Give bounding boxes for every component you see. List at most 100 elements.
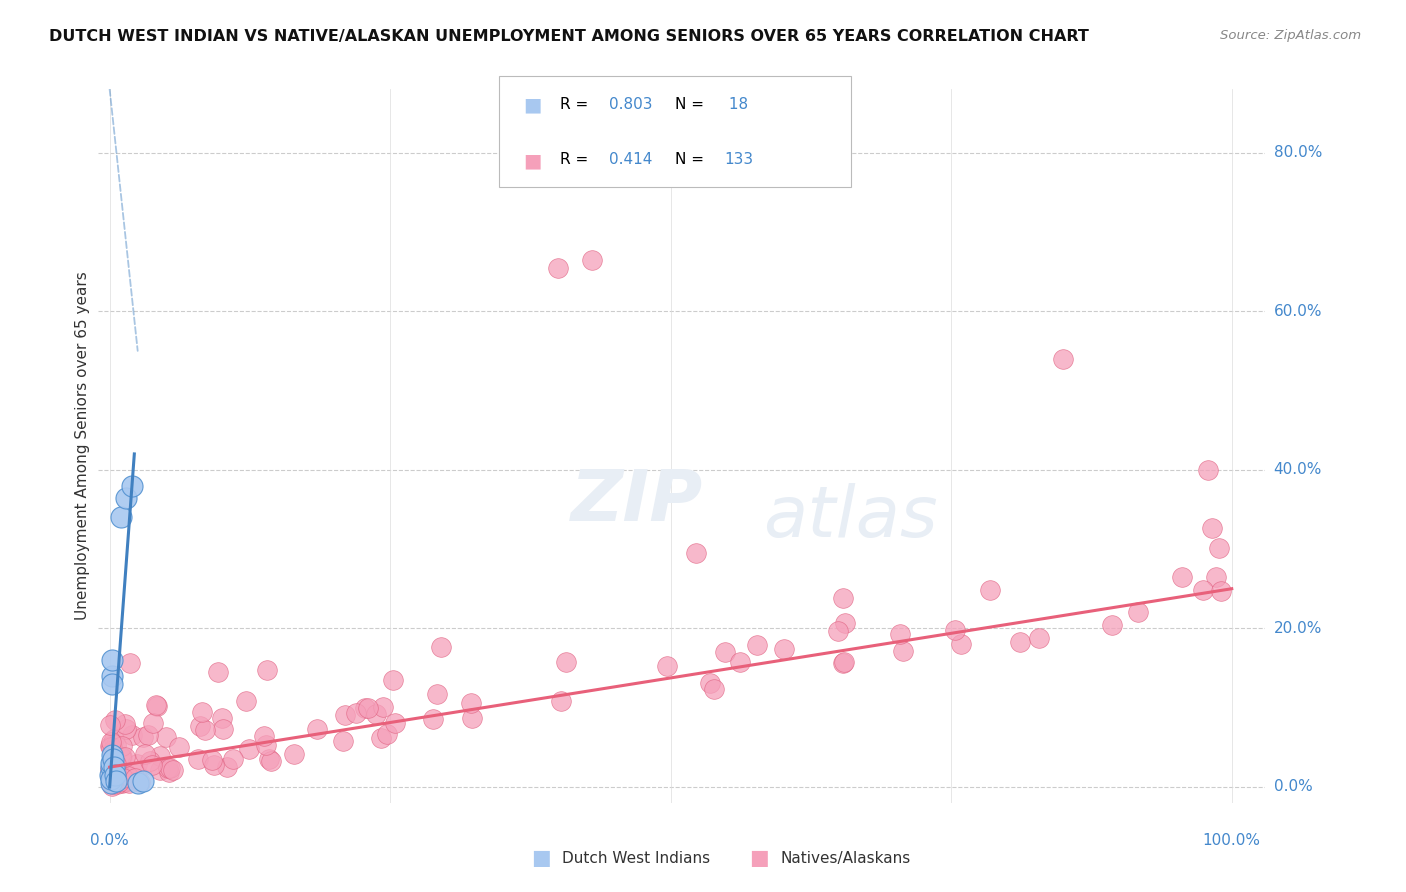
Point [212, 722, 235, 736]
Point [146, 698, 169, 713]
Point [207, 665, 229, 679]
Point [381, 673, 404, 687]
Point [114, 775, 136, 789]
Point [461, 711, 484, 725]
Point [98, 739, 121, 753]
Point [101, 745, 124, 759]
Text: N =: N = [675, 153, 709, 167]
Point [194, 723, 217, 738]
Point [1208, 541, 1230, 555]
Point [373, 700, 395, 714]
Point [260, 754, 283, 768]
Point [1209, 584, 1232, 599]
Point [191, 705, 214, 719]
Point [121, 478, 143, 492]
Point [259, 752, 281, 766]
Text: R =: R = [560, 153, 593, 167]
Point [124, 771, 146, 785]
Point [1028, 631, 1050, 645]
Point [104, 764, 127, 779]
Point [132, 773, 155, 788]
Point [155, 730, 177, 744]
Point [108, 775, 131, 789]
Point [110, 510, 132, 524]
Point [745, 638, 768, 652]
Point [370, 731, 392, 745]
Point [101, 745, 124, 759]
Point [108, 766, 131, 780]
Point [101, 677, 124, 691]
Point [832, 656, 855, 670]
Point [426, 687, 449, 701]
Point [1171, 570, 1194, 584]
Text: ■: ■ [531, 848, 551, 868]
Point [550, 694, 572, 708]
Point [101, 757, 124, 772]
Point [305, 722, 328, 736]
Point [188, 719, 211, 733]
Text: 133: 133 [724, 153, 754, 167]
Point [238, 742, 260, 756]
Point [111, 739, 134, 753]
Point [555, 655, 578, 669]
Point [103, 760, 125, 774]
Point [187, 752, 209, 766]
Point [101, 779, 124, 793]
Point [101, 748, 124, 763]
Point [114, 723, 136, 737]
Point [422, 712, 444, 726]
Text: N =: N = [675, 97, 709, 112]
Point [103, 732, 125, 747]
Point [384, 715, 406, 730]
Point [110, 750, 132, 764]
Point [1128, 605, 1150, 619]
Point [581, 252, 603, 267]
Point [215, 760, 238, 774]
Point [1052, 351, 1074, 366]
Point [100, 772, 122, 786]
Point [111, 776, 134, 790]
Point [834, 616, 856, 631]
Point [235, 694, 257, 708]
Point [256, 663, 278, 677]
Point [111, 771, 134, 785]
Text: 0.0%: 0.0% [1274, 780, 1312, 795]
Point [98, 768, 121, 782]
Point [657, 659, 679, 673]
Point [127, 756, 149, 771]
Text: ■: ■ [523, 95, 541, 115]
Point [1197, 463, 1219, 477]
Point [100, 669, 122, 683]
Text: ■: ■ [749, 848, 769, 868]
Point [1192, 583, 1215, 598]
Point [103, 773, 125, 788]
Point [114, 774, 136, 789]
Text: 0.0%: 0.0% [90, 833, 129, 848]
Point [101, 770, 124, 784]
Point [100, 764, 122, 779]
Point [222, 751, 245, 765]
Point [104, 738, 127, 752]
Point [142, 716, 165, 731]
Point [132, 730, 155, 744]
Point [685, 545, 707, 559]
Point [127, 776, 149, 790]
Point [134, 747, 156, 761]
Point [100, 760, 122, 774]
Text: 20.0%: 20.0% [1274, 621, 1322, 636]
Point [100, 740, 122, 755]
Point [773, 641, 796, 656]
Point [375, 727, 398, 741]
Point [254, 738, 277, 752]
Point [101, 752, 124, 766]
Point [105, 773, 128, 788]
Point [139, 754, 162, 768]
Text: ■: ■ [523, 151, 541, 170]
Point [100, 734, 122, 748]
Point [353, 700, 375, 714]
Text: Dutch West Indians: Dutch West Indians [562, 851, 710, 865]
Point [108, 768, 131, 782]
Point [201, 753, 224, 767]
Point [104, 768, 127, 782]
Point [1008, 635, 1031, 649]
